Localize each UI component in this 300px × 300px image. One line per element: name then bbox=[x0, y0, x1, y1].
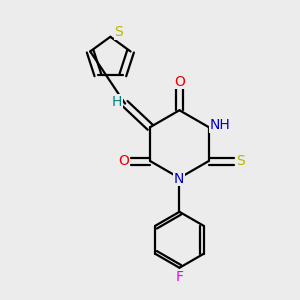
Text: S: S bbox=[114, 26, 123, 39]
Text: O: O bbox=[118, 154, 129, 168]
Text: S: S bbox=[236, 154, 244, 168]
Text: H: H bbox=[112, 95, 122, 109]
Text: NH: NH bbox=[210, 118, 230, 132]
Text: F: F bbox=[176, 270, 183, 283]
Text: O: O bbox=[174, 75, 185, 89]
Text: N: N bbox=[174, 172, 184, 186]
